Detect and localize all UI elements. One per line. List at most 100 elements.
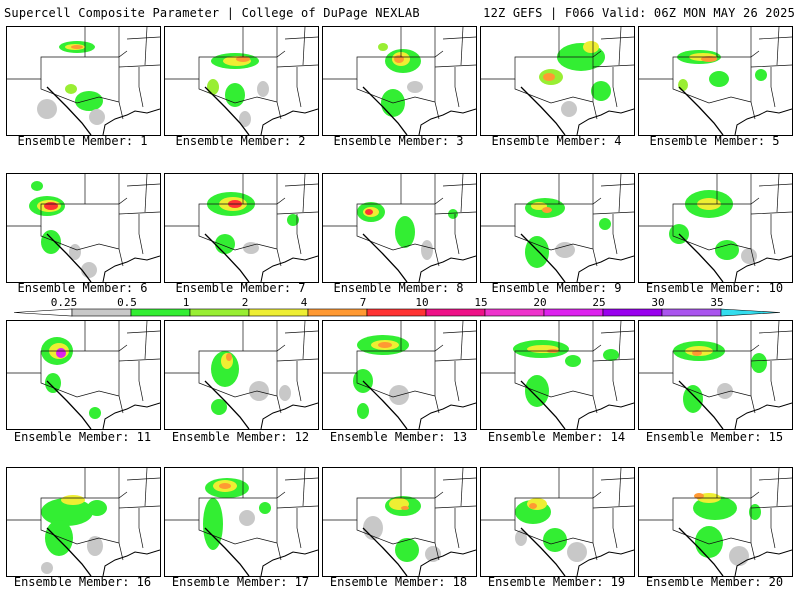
scp-contour-fill [378,342,392,348]
gulf-coastline [260,549,318,576]
scp-contour-fill [603,349,619,361]
scp-contour-fill [678,79,688,91]
state-border [442,330,476,334]
scp-map [323,174,476,282]
gulf-coastline [418,402,476,429]
state-border [454,214,460,255]
scp-contour-fill [71,45,83,49]
state-border [198,226,278,251]
state-border [276,211,318,215]
state-border [276,64,318,68]
scp-contour-fill [239,111,251,127]
scp-contour-fill [394,55,404,63]
state-border [198,79,278,104]
state-border [7,203,85,227]
border-river [46,527,92,576]
state-border [302,321,306,360]
colorbar-segment [425,308,486,317]
colorbar-tick-label: 7 [360,296,367,309]
state-border [296,67,302,108]
state-border [356,373,436,398]
state-border [198,373,278,398]
ensemble-member-label: Ensemble Member: 3 [333,134,464,148]
state-border [138,214,144,255]
state-border [85,50,128,58]
state-border [618,27,622,66]
state-border [592,358,634,362]
state-border [612,67,618,108]
state-border [276,358,318,362]
state-border [85,344,128,352]
ensemble-map-panel [6,467,161,577]
scp-contour-fill [542,207,552,213]
scp-contour-fill [527,498,547,510]
state-border [672,373,752,398]
state-border [559,197,602,205]
gulf-coastline [260,402,318,429]
scp-contour-fill [751,353,767,373]
state-border [118,211,160,215]
state-border [284,183,318,187]
scp-contour-fill [591,81,611,101]
scp-map [639,27,792,135]
state-border [302,174,306,213]
state-border [559,491,602,499]
scp-contour-fill [31,181,43,191]
state-border [770,214,776,255]
scp-contour-fill [567,542,587,562]
state-border [296,214,302,255]
ensemble-member-label: Ensemble Member: 14 [487,430,626,444]
scp-contour-fill [717,383,733,399]
scp-contour-fill [41,498,93,526]
border-river [204,527,250,576]
colorbar-min-arrow [13,308,73,317]
scp-contour-fill [525,375,549,407]
scp-contour-fill [421,240,433,260]
scp-contour-fill [89,109,105,125]
state-border [612,214,618,255]
state-border [323,203,401,227]
state-border [442,477,476,481]
border-river [46,86,92,135]
state-border [138,361,144,402]
colorbar-tick-label: 25 [592,296,605,309]
state-border [460,321,464,360]
state-border [600,477,634,481]
ensemble-member-label: Ensemble Member: 19 [487,575,626,589]
ensemble-member-label: Ensemble Member: 1 [17,134,148,148]
scp-contour-fill [695,526,723,558]
scp-map [639,468,792,576]
colorbar-tick-label: 35 [710,296,723,309]
state-border [284,36,318,40]
colorbar-tick-label: 4 [301,296,308,309]
state-border [514,373,594,398]
state-border [618,321,622,360]
border-river [362,233,408,282]
scp-contour-fill [75,91,103,111]
scp-map [639,321,792,429]
scp-map [639,174,792,282]
state-border [717,50,760,58]
state-border [85,491,128,499]
scp-contour-fill [211,399,227,415]
scp-contour-fill [257,81,269,97]
state-border [600,36,634,40]
scp-contour-fill [692,350,702,356]
scp-contour-fill [529,503,537,509]
state-border [514,520,594,545]
gulf-coastline [102,402,160,429]
state-border [770,508,776,549]
ensemble-map-panel [6,320,161,430]
gulf-coastline [734,402,792,429]
state-border [40,226,120,251]
scp-contour-fill [599,218,611,230]
border-river [678,86,724,135]
state-border [776,174,780,213]
scp-contour-fill [236,56,250,62]
scp-contour-fill [226,353,232,361]
scp-contour-fill [287,214,299,226]
state-border [600,183,634,187]
colorbar-tick-label: 1 [183,296,190,309]
scp-contour-fill [583,41,599,53]
state-border [356,520,436,545]
